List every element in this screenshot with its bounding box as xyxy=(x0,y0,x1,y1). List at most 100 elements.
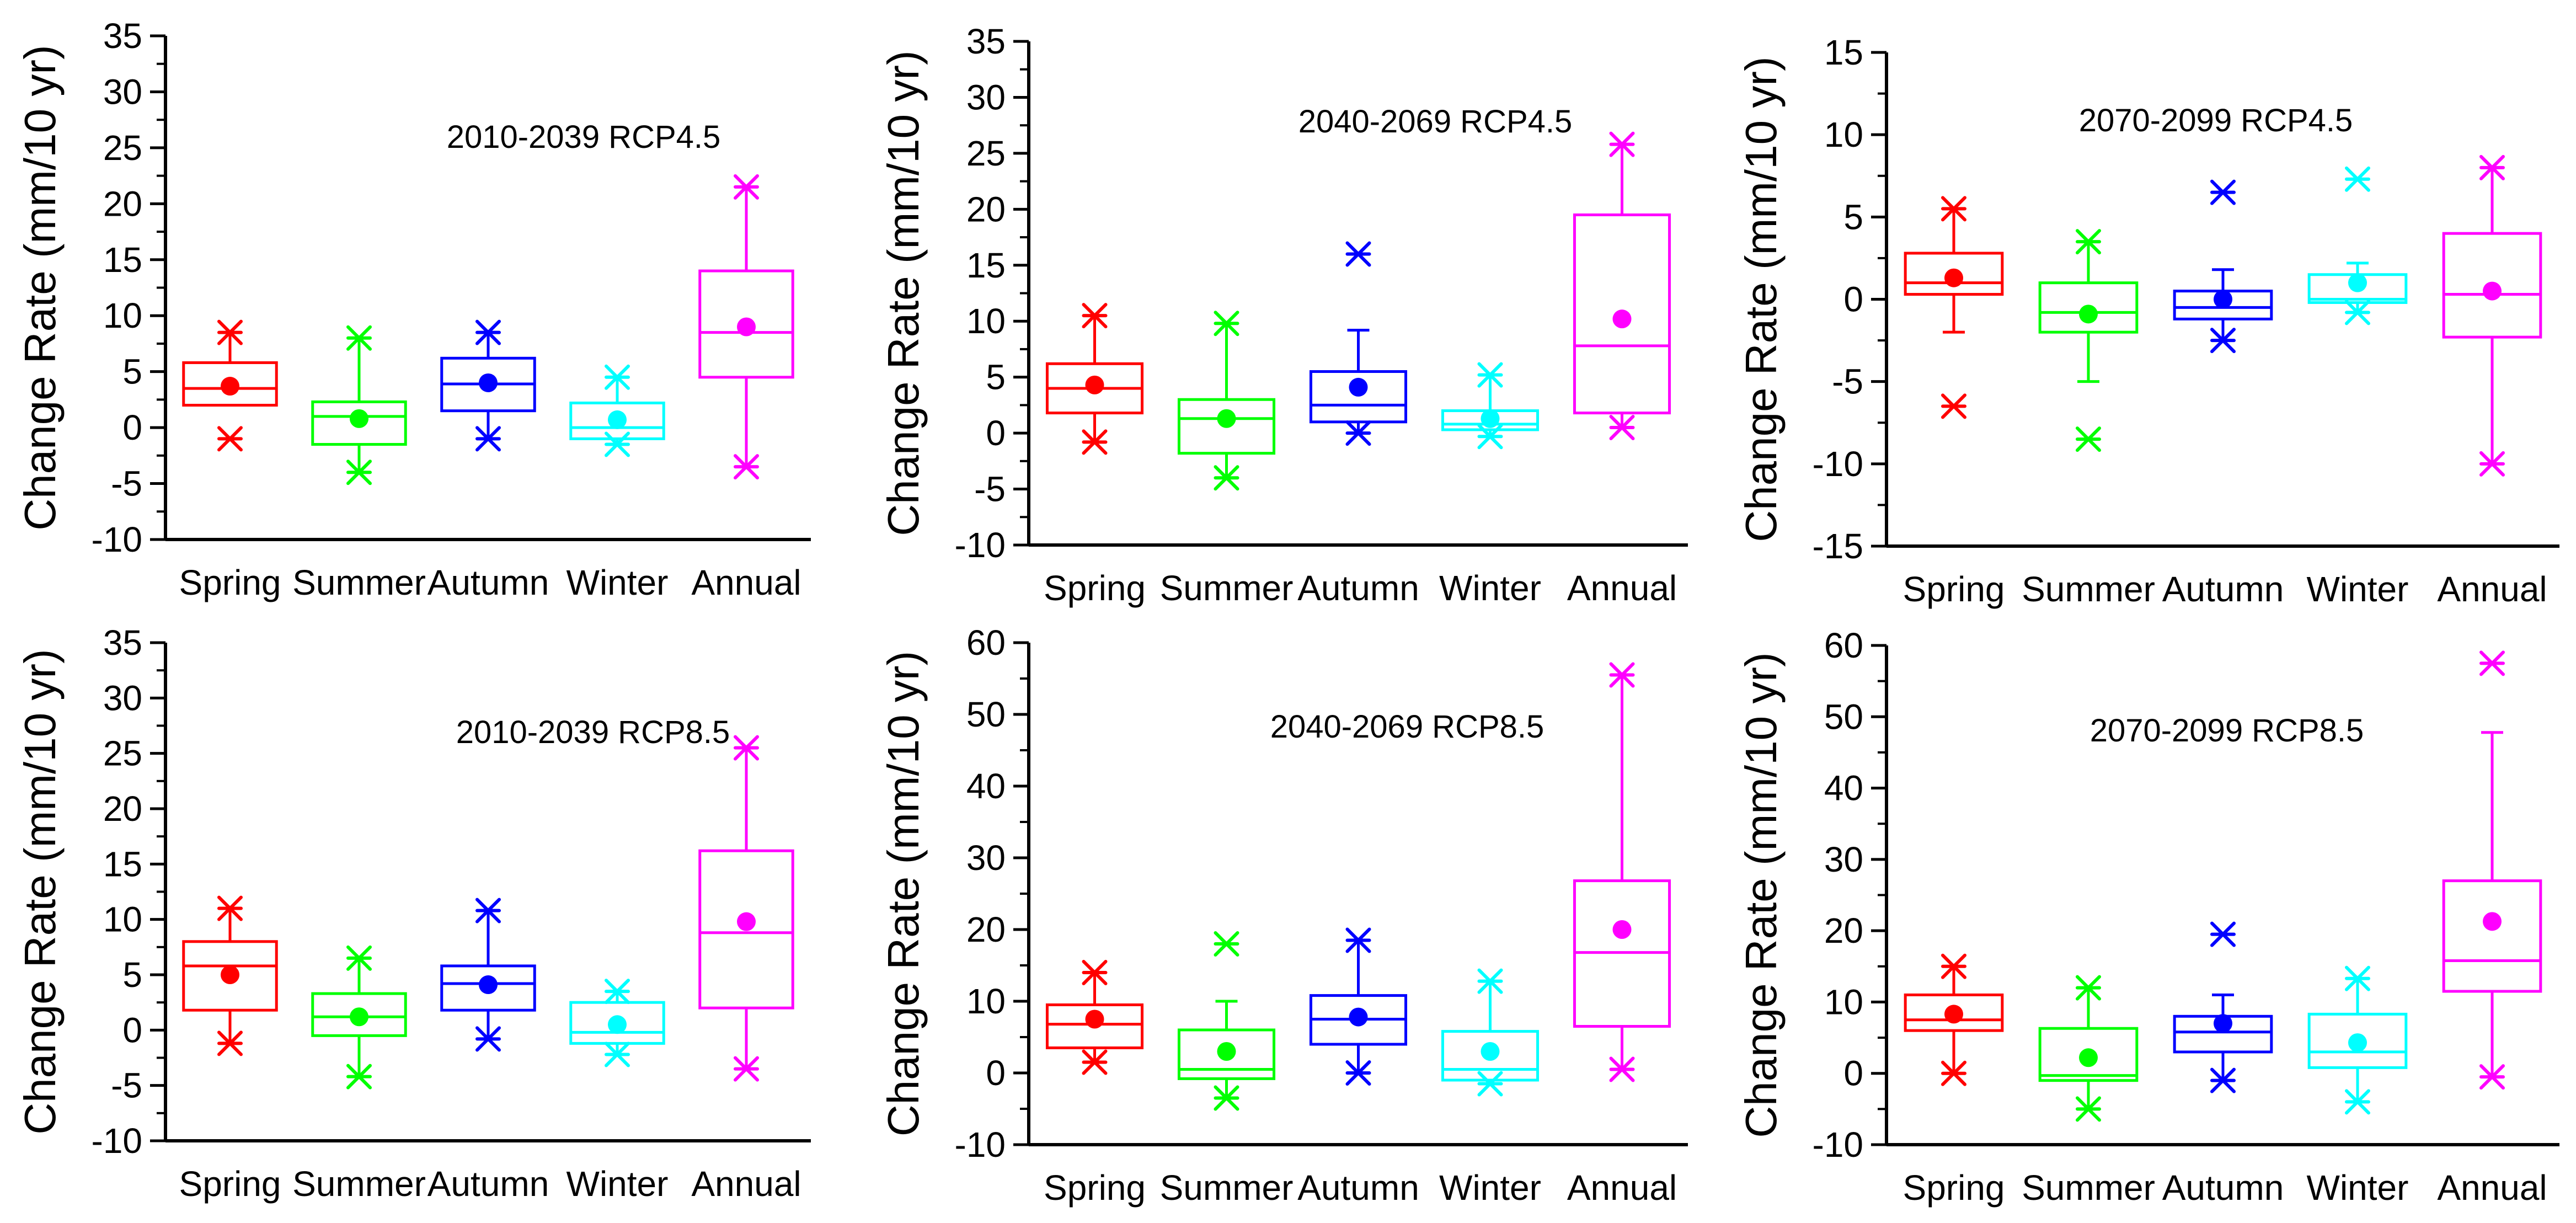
panel-title: 2010-2039 RCP4.5 xyxy=(447,119,721,155)
x-tick-label: Spring xyxy=(1044,568,1146,608)
x-tick-label: Annual xyxy=(691,563,801,602)
box-iqr xyxy=(569,401,665,440)
box-iqr xyxy=(311,992,407,1037)
box-autumn xyxy=(1309,939,1408,1075)
min-marker xyxy=(1941,393,1966,419)
y-tick-label: 20 xyxy=(966,910,1006,949)
x-tick-label: Spring xyxy=(1903,1168,2005,1208)
max-marker xyxy=(1609,662,1635,688)
panel-6: -10 0 10 20 30 40 50 60 Change Rate (mm/10 yr) 20… xyxy=(1736,626,2559,1208)
panel-4: -10 -5 0 5 10 15 20 25 30 35 Change Rate (mm/10 yr… xyxy=(15,623,811,1204)
mean-dot xyxy=(1349,377,1368,397)
box-annual xyxy=(2442,731,2542,1078)
max-marker xyxy=(1345,927,1371,953)
max-marker xyxy=(1082,960,1108,985)
y-tick-label: -5 xyxy=(111,1066,142,1105)
y-tick-label: 10 xyxy=(103,296,142,335)
mean-dot xyxy=(1481,409,1500,428)
y-tick-label: 60 xyxy=(1824,626,1863,665)
y-tick-label: -10 xyxy=(955,1125,1006,1165)
mean-dot xyxy=(737,912,756,931)
panel-2: -10 -5 0 5 10 15 20 25 30 35 Change Rate (mm/10 yr… xyxy=(879,22,1688,608)
mean-dot xyxy=(2348,1033,2367,1053)
min-marker xyxy=(2479,451,2505,477)
mean-dot xyxy=(221,965,239,984)
y-tick-label: -5 xyxy=(974,469,1006,509)
box-summer xyxy=(311,337,407,474)
mean-dot xyxy=(1085,375,1104,394)
y-tick-label: 25 xyxy=(103,734,142,773)
min-marker xyxy=(734,1056,759,1082)
min-marker xyxy=(475,426,501,452)
max-marker xyxy=(346,325,372,351)
y-tick-label: 25 xyxy=(966,133,1006,173)
box-iqr xyxy=(2038,1027,2139,1082)
y-tick-label: -15 xyxy=(1813,526,1864,566)
x-tick-label: Annual xyxy=(1567,568,1677,608)
max-marker xyxy=(1941,196,1966,222)
max-marker xyxy=(2076,229,2101,255)
y-tick-label: 35 xyxy=(103,623,142,663)
mean-dot xyxy=(2214,290,2232,309)
x-tick-label: Winter xyxy=(2307,1168,2409,1208)
panel-title: 2040-2069 RCP8.5 xyxy=(1270,709,1544,745)
box-autumn xyxy=(440,909,536,1040)
min-marker xyxy=(217,1030,243,1056)
box-summer xyxy=(1177,322,1276,479)
max-marker xyxy=(2345,965,2370,991)
mean-dot xyxy=(1349,1007,1368,1027)
box-iqr xyxy=(1904,252,2004,296)
y-tick-label: 40 xyxy=(1824,768,1863,808)
x-tick-label: Summer xyxy=(292,1164,426,1204)
y-tick-label: -10 xyxy=(955,525,1006,565)
min-marker xyxy=(1345,1060,1371,1086)
x-tick-label: Winter xyxy=(2307,569,2409,609)
x-tick-label: Winter xyxy=(566,1164,669,1204)
box-iqr xyxy=(1045,1003,1144,1049)
y-tick-label: 20 xyxy=(103,789,142,829)
max-marker xyxy=(217,895,243,921)
x-tick-label: Spring xyxy=(1903,569,2005,609)
min-marker xyxy=(2210,328,2236,354)
mean-dot xyxy=(2079,305,2098,324)
min-marker xyxy=(1082,429,1108,455)
y-tick-label: 0 xyxy=(1843,1054,1863,1093)
box-annual xyxy=(2442,166,2542,466)
mean-dot xyxy=(608,1015,627,1034)
x-tick-label: Spring xyxy=(179,563,281,602)
y-axis-title: Change Rate (mm/10 yr) xyxy=(879,651,928,1136)
mean-dot xyxy=(1944,1005,1963,1024)
y-tick-label: 10 xyxy=(966,301,1006,341)
panel-1: -10 -5 0 5 10 15 20 25 30 35 Change Rate (mm/10 yr… xyxy=(15,16,811,602)
box-annual xyxy=(698,746,794,1071)
min-marker xyxy=(2345,300,2370,325)
x-tick-label: Summer xyxy=(2022,569,2155,609)
x-tick-label: Autumn xyxy=(1297,568,1419,608)
y-tick-label: 35 xyxy=(966,22,1006,61)
y-tick-label: -10 xyxy=(1813,444,1864,484)
mean-dot xyxy=(2483,281,2502,301)
mean-dot xyxy=(1944,268,1963,287)
y-tick-label: 0 xyxy=(986,413,1006,453)
panel-title: 2070-2099 RCP8.5 xyxy=(2090,713,2364,749)
y-axis-title: Change Rate (mm/10 yr) xyxy=(1736,56,1786,542)
box-iqr xyxy=(2307,1012,2408,1069)
min-marker xyxy=(605,431,630,457)
mean-dot xyxy=(350,1007,368,1027)
y-tick-label: -10 xyxy=(92,1121,143,1161)
x-tick-label: Spring xyxy=(1044,1168,1146,1208)
y-axis-title: Change Rate (mm/10 yr) xyxy=(15,649,65,1134)
y-tick-label: -5 xyxy=(111,464,142,504)
box-iqr xyxy=(1904,994,2004,1032)
mean-dot xyxy=(1217,409,1236,428)
mean-dot xyxy=(2483,912,2502,931)
x-tick-label: Autumn xyxy=(1297,1168,1419,1208)
y-tick-label: 15 xyxy=(1824,33,1863,72)
min-marker xyxy=(1214,465,1239,491)
x-tick-label: Summer xyxy=(2022,1168,2155,1208)
max-marker xyxy=(1609,131,1635,157)
x-tick-label: Autumn xyxy=(427,1164,549,1204)
box-iqr xyxy=(182,361,278,407)
panel-5: -10 0 10 20 30 40 50 60 Change Rate (mm/10 yr) 20… xyxy=(879,623,1688,1208)
